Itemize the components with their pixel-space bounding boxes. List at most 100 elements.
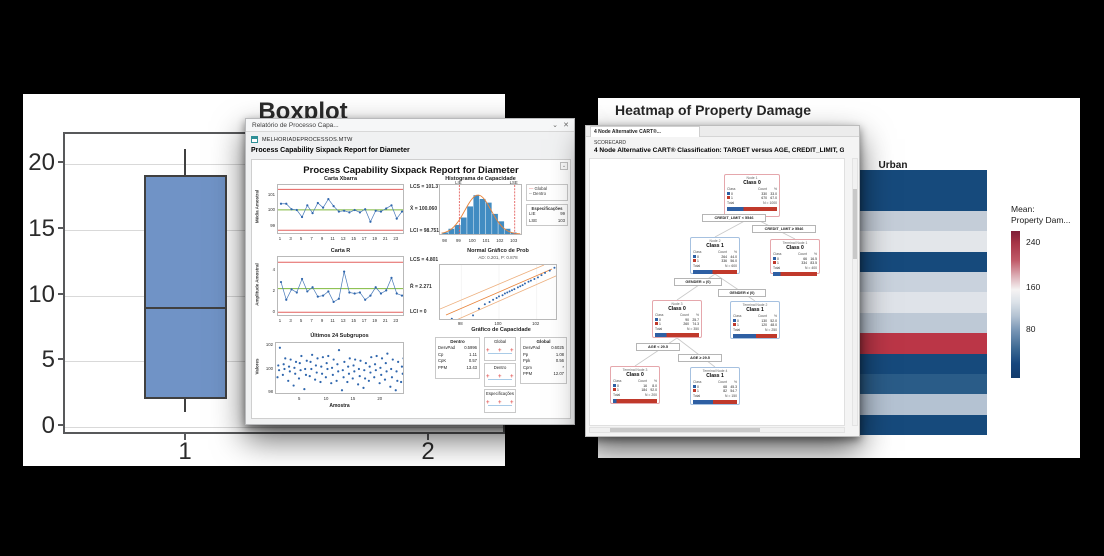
tick-label: 15 <box>351 318 357 323</box>
tick-label: 98 <box>442 238 447 243</box>
tick-label: 103 <box>510 238 518 243</box>
split-rule: GENDER ≠ (0) <box>718 289 766 297</box>
collapse-report-button[interactable]: ⌄ <box>560 162 568 170</box>
node-class-bar <box>727 207 777 212</box>
tick-label: 19 <box>372 318 378 323</box>
split-rule: CREDIT_LIMIT < 5546 <box>702 214 766 222</box>
r-ylabel: Amplitude Amostral <box>254 263 260 306</box>
node-total-row: Total N = 150 <box>693 394 737 399</box>
tick-label: 3 <box>289 318 292 323</box>
boxplot-median-line <box>144 306 227 309</box>
hist-chart-plot <box>439 184 522 235</box>
node-table-row: 1 260 74.3 <box>655 322 699 327</box>
stat-table-title: Global <box>536 339 551 344</box>
xbar-chart-plot <box>277 184 404 234</box>
hist-spec-box: Especificações LIE 99 LSE 103 <box>526 204 568 226</box>
node-class-bar <box>773 272 817 277</box>
legend-tick-label: 240 <box>1026 237 1041 247</box>
node-table-header: Class Count% <box>655 312 699 317</box>
capability-table-dentro: Dentro DesvPad 0.5996 Cp 1.11 CpK 0.57 PPM 13.43 <box>435 337 480 379</box>
last24-chart-plot <box>275 342 404 394</box>
interval-marker: + <box>486 348 490 354</box>
tick-label: 10 <box>323 396 329 401</box>
worksheet-icon <box>251 136 258 143</box>
horizontal-scrollbar[interactable] <box>589 427 845 433</box>
node-kind: Node 1 <box>746 176 758 180</box>
vertical-scrollbar[interactable] <box>852 158 858 426</box>
y-tick-mark <box>58 161 63 163</box>
close-icon[interactable]: ✕ <box>563 122 569 129</box>
node-table-row: 0 330 33.0 <box>727 191 777 197</box>
gridline <box>65 427 503 428</box>
tick-label: 19 <box>372 236 378 241</box>
interval-marker: + <box>486 400 490 406</box>
sixpack-window: Relatório de Processo Capa... ⌄ ✕ MELHOR… <box>245 118 575 425</box>
tick-label: 101 <box>267 191 275 197</box>
tick-label: 11 <box>330 236 335 241</box>
node-table-row: 0 16 8.0 <box>613 383 657 389</box>
stat-row: CpK 0.57 <box>438 358 477 363</box>
interval-label: Global <box>493 339 507 344</box>
boxplot-upper-whisker <box>184 148 186 176</box>
class-color-chip <box>693 389 696 393</box>
minimize-icon[interactable]: ⌄ <box>552 122 558 129</box>
node-table-row: 1 334 83.5 <box>773 261 817 266</box>
cart-tab[interactable]: 4 Node Alternative CART®... <box>590 126 700 137</box>
heatmap-title: Heatmap of Property Damage <box>614 102 812 118</box>
node-kind: Node 2 <box>709 239 721 243</box>
tick-label: 98 <box>457 321 463 326</box>
tick-label: 0 <box>272 308 275 314</box>
sixpack-heading: Process Capability Sixpack Report for Di… <box>251 147 410 154</box>
tick-label: 99 <box>455 238 461 243</box>
report-title: Process Capability Sixpack Report for Di… <box>303 165 519 176</box>
horizontal-scrollbar-thumb[interactable] <box>610 428 760 432</box>
tick-label: 100 <box>265 365 273 371</box>
heatmap-legend-label-2: Property Dam... <box>1011 215 1071 225</box>
x-tick-2 <box>427 434 429 440</box>
tick-label: 100 <box>267 207 275 213</box>
node-class: Class 0 <box>626 372 644 379</box>
tick-label: 101 <box>482 238 490 243</box>
stat-row: PPM 13.43 <box>438 364 477 370</box>
sixpack-titlebar[interactable]: Relatório de Processo Capa... ⌄ ✕ <box>246 119 574 132</box>
legend-tick-label: 160 <box>1026 282 1041 292</box>
stat-row: Pp 1.08 <box>523 351 564 357</box>
cart-heading: 4 Node Alternative CART® Classification:… <box>594 147 844 154</box>
tick-label: 7 <box>310 236 313 241</box>
x-tick-label-1: 1 <box>178 438 192 465</box>
tree-node: Terminal Node 1 Class 0 Class Count% 0 66 16.5… <box>770 239 820 277</box>
y-tick-mark <box>58 292 63 295</box>
tick-label: LIE <box>455 179 462 185</box>
interval-label: Especificações <box>486 391 514 396</box>
stat-row: DesvPad 0.5996 <box>438 345 477 350</box>
tick-label: 102 <box>265 341 273 347</box>
class-color-chip <box>733 323 736 327</box>
sixpack-report-card: ⌄ Process Capability Sixpack Report for … <box>251 159 571 419</box>
node-kind: Terminal Node 4 <box>702 369 728 373</box>
y-tick-mark <box>58 424 63 426</box>
y-tick-label: 5 <box>41 346 55 374</box>
node-total-row: Total N = 200 <box>613 393 657 398</box>
node-table-header: Class Count% <box>613 378 657 383</box>
x-tick-label-2: 2 <box>421 438 435 465</box>
r-center-label: R̄ = 2.271 <box>410 284 432 290</box>
y-tick-label: 15 <box>28 214 55 242</box>
vertical-scrollbar-thumb[interactable] <box>853 189 857 259</box>
hist-legend: — Global -- Dentro <box>526 184 568 201</box>
interval-plot: Global + + + <box>484 337 516 361</box>
class-color-chip <box>613 388 616 392</box>
sixpack-window-title: Relatório de Processo Capa... <box>252 122 339 129</box>
tick-label: 4 <box>272 267 275 273</box>
tick-label: 13 <box>340 236 346 241</box>
y-tick-label: 10 <box>28 280 55 308</box>
tick-label: 17 <box>361 236 367 241</box>
cart-worksheet-name: SCORECARD <box>594 140 626 146</box>
prob-chart-title: Normal Gráfico de Prob <box>467 248 529 254</box>
node-class-bar <box>733 334 777 339</box>
tree-node: Terminal Node 2 Class 1 Class Count% 0 130 52.… <box>730 301 780 339</box>
class-color-chip <box>773 256 776 260</box>
split-rule: AGE ≥ 29.5 <box>678 354 722 362</box>
node-total-row: Total N = 350 <box>655 327 699 332</box>
capability-title: Gráfico de Capacidade <box>471 327 531 333</box>
stat-row: Ppk 0.56 <box>523 358 564 363</box>
